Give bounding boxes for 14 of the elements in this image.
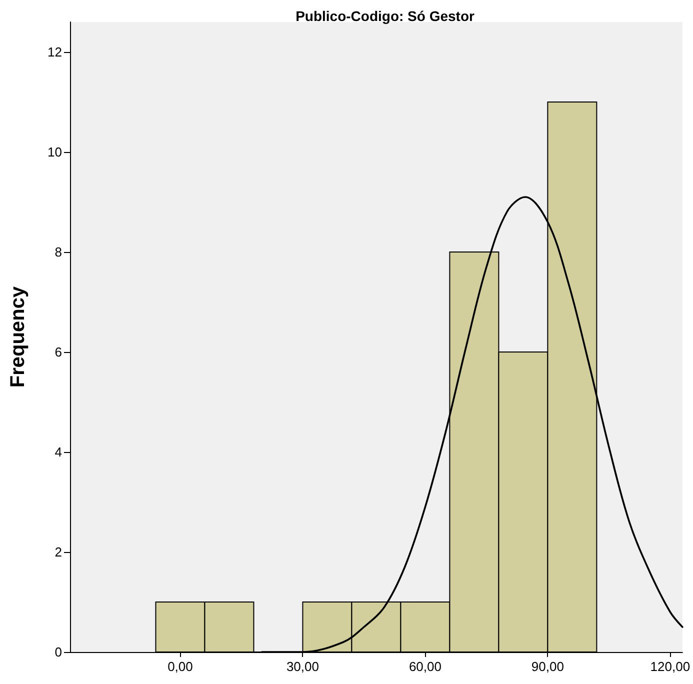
y-tick-label: 6 [54,344,62,360]
y-tick-label: 4 [54,444,62,460]
chart-title: Publico-Codigo: Só Gestor [296,8,475,24]
x-tick-label: 120,00 [650,659,690,674]
x-tick-label: 30,00 [286,659,319,674]
y-tick-label: 2 [54,544,62,560]
y-tick-label: 8 [54,244,62,260]
x-tick-label: 0,00 [168,659,193,674]
x-tick-label: 90,00 [531,659,564,674]
y-tick-label: 10 [48,144,62,160]
y-axis-title: Frequency [7,286,29,388]
x-tick-label: 60,00 [408,659,442,674]
y-tick-label: 12 [48,44,62,60]
y-tick-label: 0 [54,644,62,660]
